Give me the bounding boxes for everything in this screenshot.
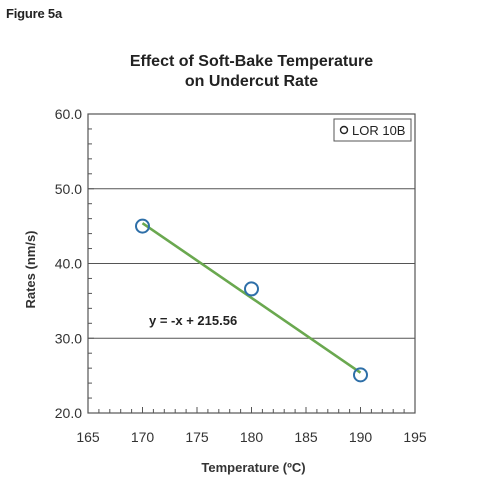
chart-title-line1: Effect of Soft-Bake Temperature (129, 53, 374, 70)
y-axis-title: Rates (nm/s) (23, 230, 38, 308)
x-tick-label-0: 165 (76, 429, 100, 445)
legend-marker (339, 125, 349, 135)
chart-title: Effect of Soft-Bake Temperature on Under… (88, 52, 415, 92)
x-tick-label-5: 190 (349, 429, 373, 445)
data-point-0-2 (353, 367, 368, 383)
x-axis-title: Temperature (ºC) (201, 460, 305, 475)
x-tick-label-3: 180 (240, 429, 264, 445)
y-tick-label-2: 40.0 (55, 256, 82, 272)
data-point-0-0 (135, 218, 150, 234)
trendline-equation: y = -x + 215.56 (149, 313, 237, 328)
x-tick-label-4: 185 (294, 429, 318, 445)
legend-box (333, 118, 412, 142)
figure-label: Figure 5a (6, 6, 62, 21)
legend-label: LOR 10B (352, 123, 405, 138)
trendline (141, 222, 362, 374)
y-tick-label-1: 30.0 (55, 330, 82, 346)
y-tick-label-0: 20.0 (55, 405, 82, 421)
x-tick-label-6: 195 (403, 429, 427, 445)
y-tick-label-4: 60.0 (55, 106, 82, 122)
data-point-0-1 (244, 281, 259, 297)
x-tick-label-2: 175 (185, 429, 209, 445)
x-tick-label-1: 170 (131, 429, 155, 445)
y-tick-label-3: 50.0 (55, 181, 82, 197)
chart-title-line2: on Undercut Rate (184, 73, 319, 90)
